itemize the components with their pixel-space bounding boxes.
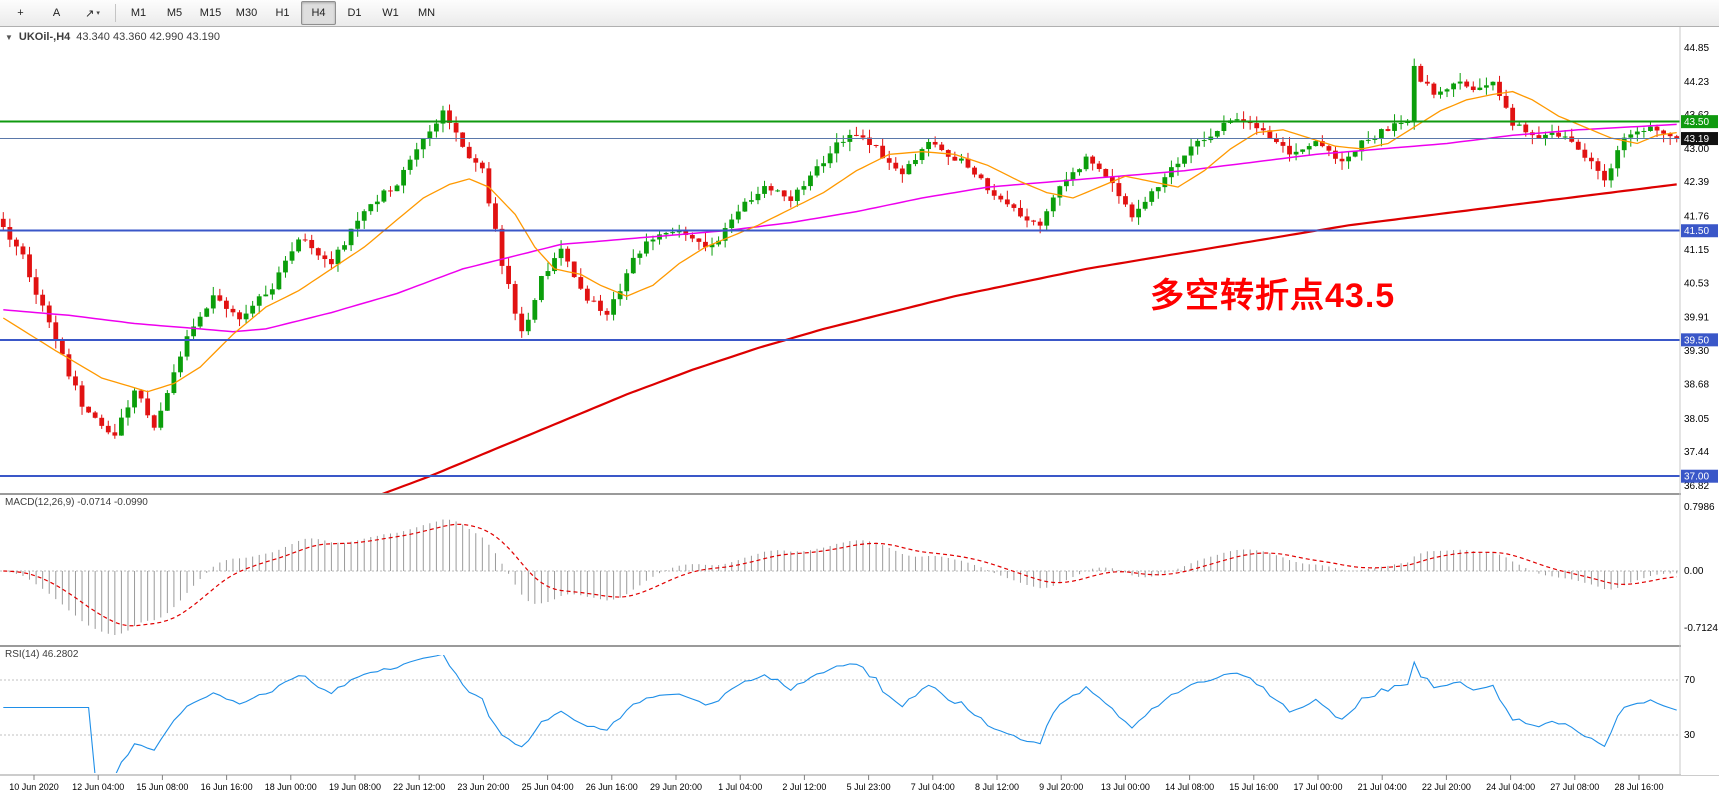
price-axis-label: 39.91 xyxy=(1684,312,1709,323)
dropdown-caret-icon: ▾ xyxy=(96,10,100,17)
time-axis-label: 2 Jul 12:00 xyxy=(782,782,826,792)
macd-axis-label: 0.7986 xyxy=(1684,502,1715,513)
toolbar: + A ↗ ▾ M1 M5 M15 M30 H1 H4 D1 W1 MN xyxy=(0,0,1719,27)
collapse-triangle-icon[interactable]: ▼ xyxy=(5,32,13,42)
time-axis-label: 5 Jul 23:00 xyxy=(847,782,891,792)
time-axis-label: 24 Jul 04:00 xyxy=(1486,782,1535,792)
time-axis-label: 21 Jul 04:00 xyxy=(1358,782,1407,792)
price-axis-label: 44.23 xyxy=(1684,77,1709,88)
macd-axis-label: -0.7124 xyxy=(1684,623,1718,634)
time-axis-label: 25 Jun 04:00 xyxy=(522,782,574,792)
chart-window[interactable]: 44.8544.2343.6243.0042.3941.7641.1540.53… xyxy=(0,27,1719,796)
text-label-tool-button[interactable]: A xyxy=(52,7,61,19)
time-axis-label: 18 Jun 00:00 xyxy=(265,782,317,792)
price-badge-41.50 xyxy=(1681,224,1718,238)
price-axis-label: 38.05 xyxy=(1684,414,1709,425)
timeframe-d1-button[interactable]: D1 xyxy=(347,7,362,19)
time-axis-label: 7 Jul 04:00 xyxy=(911,782,955,792)
macd-indicator-label: MACD(12,26,9) -0.0714 -0.0990 xyxy=(5,497,148,508)
timeframe-w1-button[interactable]: W1 xyxy=(382,7,399,19)
time-axis-label: 16 Jun 16:00 xyxy=(201,782,253,792)
time-axis-label: 8 Jul 12:00 xyxy=(975,782,1019,792)
time-axis-label: 19 Jun 08:00 xyxy=(329,782,381,792)
time-axis-label: 15 Jul 16:00 xyxy=(1229,782,1278,792)
symbol-period-label: UKOil-,H4 xyxy=(18,31,71,43)
chart-title: ▼ UKOil-,H4 43.340 43.360 42.990 43.190 xyxy=(5,31,220,43)
price-badge-43.19 xyxy=(1681,132,1718,146)
time-axis-label: 12 Jun 04:00 xyxy=(72,782,124,792)
price-badge-value: 41.50 xyxy=(1684,226,1709,237)
price-axis-label: 44.85 xyxy=(1684,43,1709,54)
price-axis-label: 43.00 xyxy=(1684,144,1709,155)
ma-red-slow xyxy=(381,183,1677,493)
price-badge-value: 37.00 xyxy=(1684,472,1709,483)
price-axis-label: 36.82 xyxy=(1684,481,1709,492)
main-chart-panel[interactable] xyxy=(0,58,1680,501)
rsi-axis-label: 70 xyxy=(1684,675,1696,686)
price-axis-label: 40.53 xyxy=(1684,279,1709,290)
time-axis-label: 10 Jun 2020 xyxy=(9,782,59,792)
price-axis-label: 38.68 xyxy=(1684,380,1709,391)
price-badge-value: 43.19 xyxy=(1684,134,1709,145)
candles-layer xyxy=(0,58,1680,439)
timeframe-m1-button[interactable]: M1 xyxy=(130,7,147,19)
timeframe-mn-button[interactable]: MN xyxy=(417,7,436,19)
price-badge-39.50 xyxy=(1681,333,1718,347)
price-badge-43.50 xyxy=(1681,115,1718,129)
time-axis-label: 22 Jul 20:00 xyxy=(1422,782,1471,792)
macd-signal-line xyxy=(3,523,1677,627)
time-axis-label: 28 Jul 16:00 xyxy=(1614,782,1663,792)
ma-orange-fast xyxy=(2,90,1677,393)
price-axis-label: 42.39 xyxy=(1684,177,1709,188)
price-axis-label: 37.44 xyxy=(1684,447,1709,458)
time-axis-label: 17 Jul 00:00 xyxy=(1293,782,1342,792)
price-axis[interactable]: 44.8544.2343.6243.0042.3941.7641.1540.53… xyxy=(1681,27,1719,775)
price-axis-label: 41.15 xyxy=(1684,245,1709,256)
time-axis-label: 9 Jul 20:00 xyxy=(1039,782,1083,792)
timeframe-m30-button[interactable]: M30 xyxy=(235,7,258,19)
shapes-tool-button[interactable]: ↗ ▾ xyxy=(85,7,100,20)
macd-axis-label: 0.00 xyxy=(1684,566,1704,577)
ma-magenta-medium xyxy=(3,123,1677,333)
time-axis-label: 1 Jul 04:00 xyxy=(718,782,762,792)
timeframe-h1-button[interactable]: H1 xyxy=(275,7,290,19)
ohlc-values: 43.340 43.360 42.990 43.190 xyxy=(76,31,221,43)
macd-panel xyxy=(0,519,1680,635)
macd-histogram xyxy=(9,519,1678,635)
toolbar-separator xyxy=(115,4,116,22)
time-axis-label: 23 Jun 20:00 xyxy=(457,782,509,792)
chart-annotation-text[interactable]: 多空转折点43.5 xyxy=(1150,277,1396,315)
time-axis-label: 29 Jun 20:00 xyxy=(650,782,702,792)
chart-canvas[interactable]: 44.8544.2343.6243.0042.3941.7641.1540.53… xyxy=(0,27,1719,796)
time-axis-label: 14 Jul 08:00 xyxy=(1165,782,1214,792)
rsi-line xyxy=(3,655,1677,773)
time-axis[interactable]: 10 Jun 2020 12 Jun 04:00 15 Jun 08:00 16 Ju… xyxy=(9,775,1664,792)
timeframe-h4-button[interactable]: H4 xyxy=(301,1,336,25)
price-axis-label: 39.30 xyxy=(1684,346,1709,357)
time-axis-label: 22 Jun 12:00 xyxy=(393,782,445,792)
rsi-panel xyxy=(0,655,1680,773)
price-badge-value: 43.50 xyxy=(1684,117,1709,128)
timeframe-m15-button[interactable]: M15 xyxy=(199,7,222,19)
timeframe-buttons: M1 M5 M15 M30 H1 H4 D1 W1 MN xyxy=(121,1,444,25)
time-axis-label: 15 Jun 08:00 xyxy=(136,782,188,792)
price-badge-value: 39.50 xyxy=(1684,335,1709,346)
price-axis-label: 41.76 xyxy=(1684,212,1709,223)
crosshair-tool-button[interactable]: + xyxy=(17,7,24,19)
time-axis-label: 13 Jul 00:00 xyxy=(1101,782,1150,792)
rsi-indicator-label: RSI(14) 46.2802 xyxy=(5,649,79,660)
time-axis-label: 27 Jul 08:00 xyxy=(1550,782,1599,792)
price-badge-37.00 xyxy=(1681,469,1718,483)
timeframe-m5-button[interactable]: M5 xyxy=(166,7,183,19)
time-axis-label: 26 Jun 16:00 xyxy=(586,782,638,792)
drawing-tools: + A ↗ ▾ xyxy=(3,1,110,25)
rsi-axis-label: 30 xyxy=(1684,730,1696,741)
